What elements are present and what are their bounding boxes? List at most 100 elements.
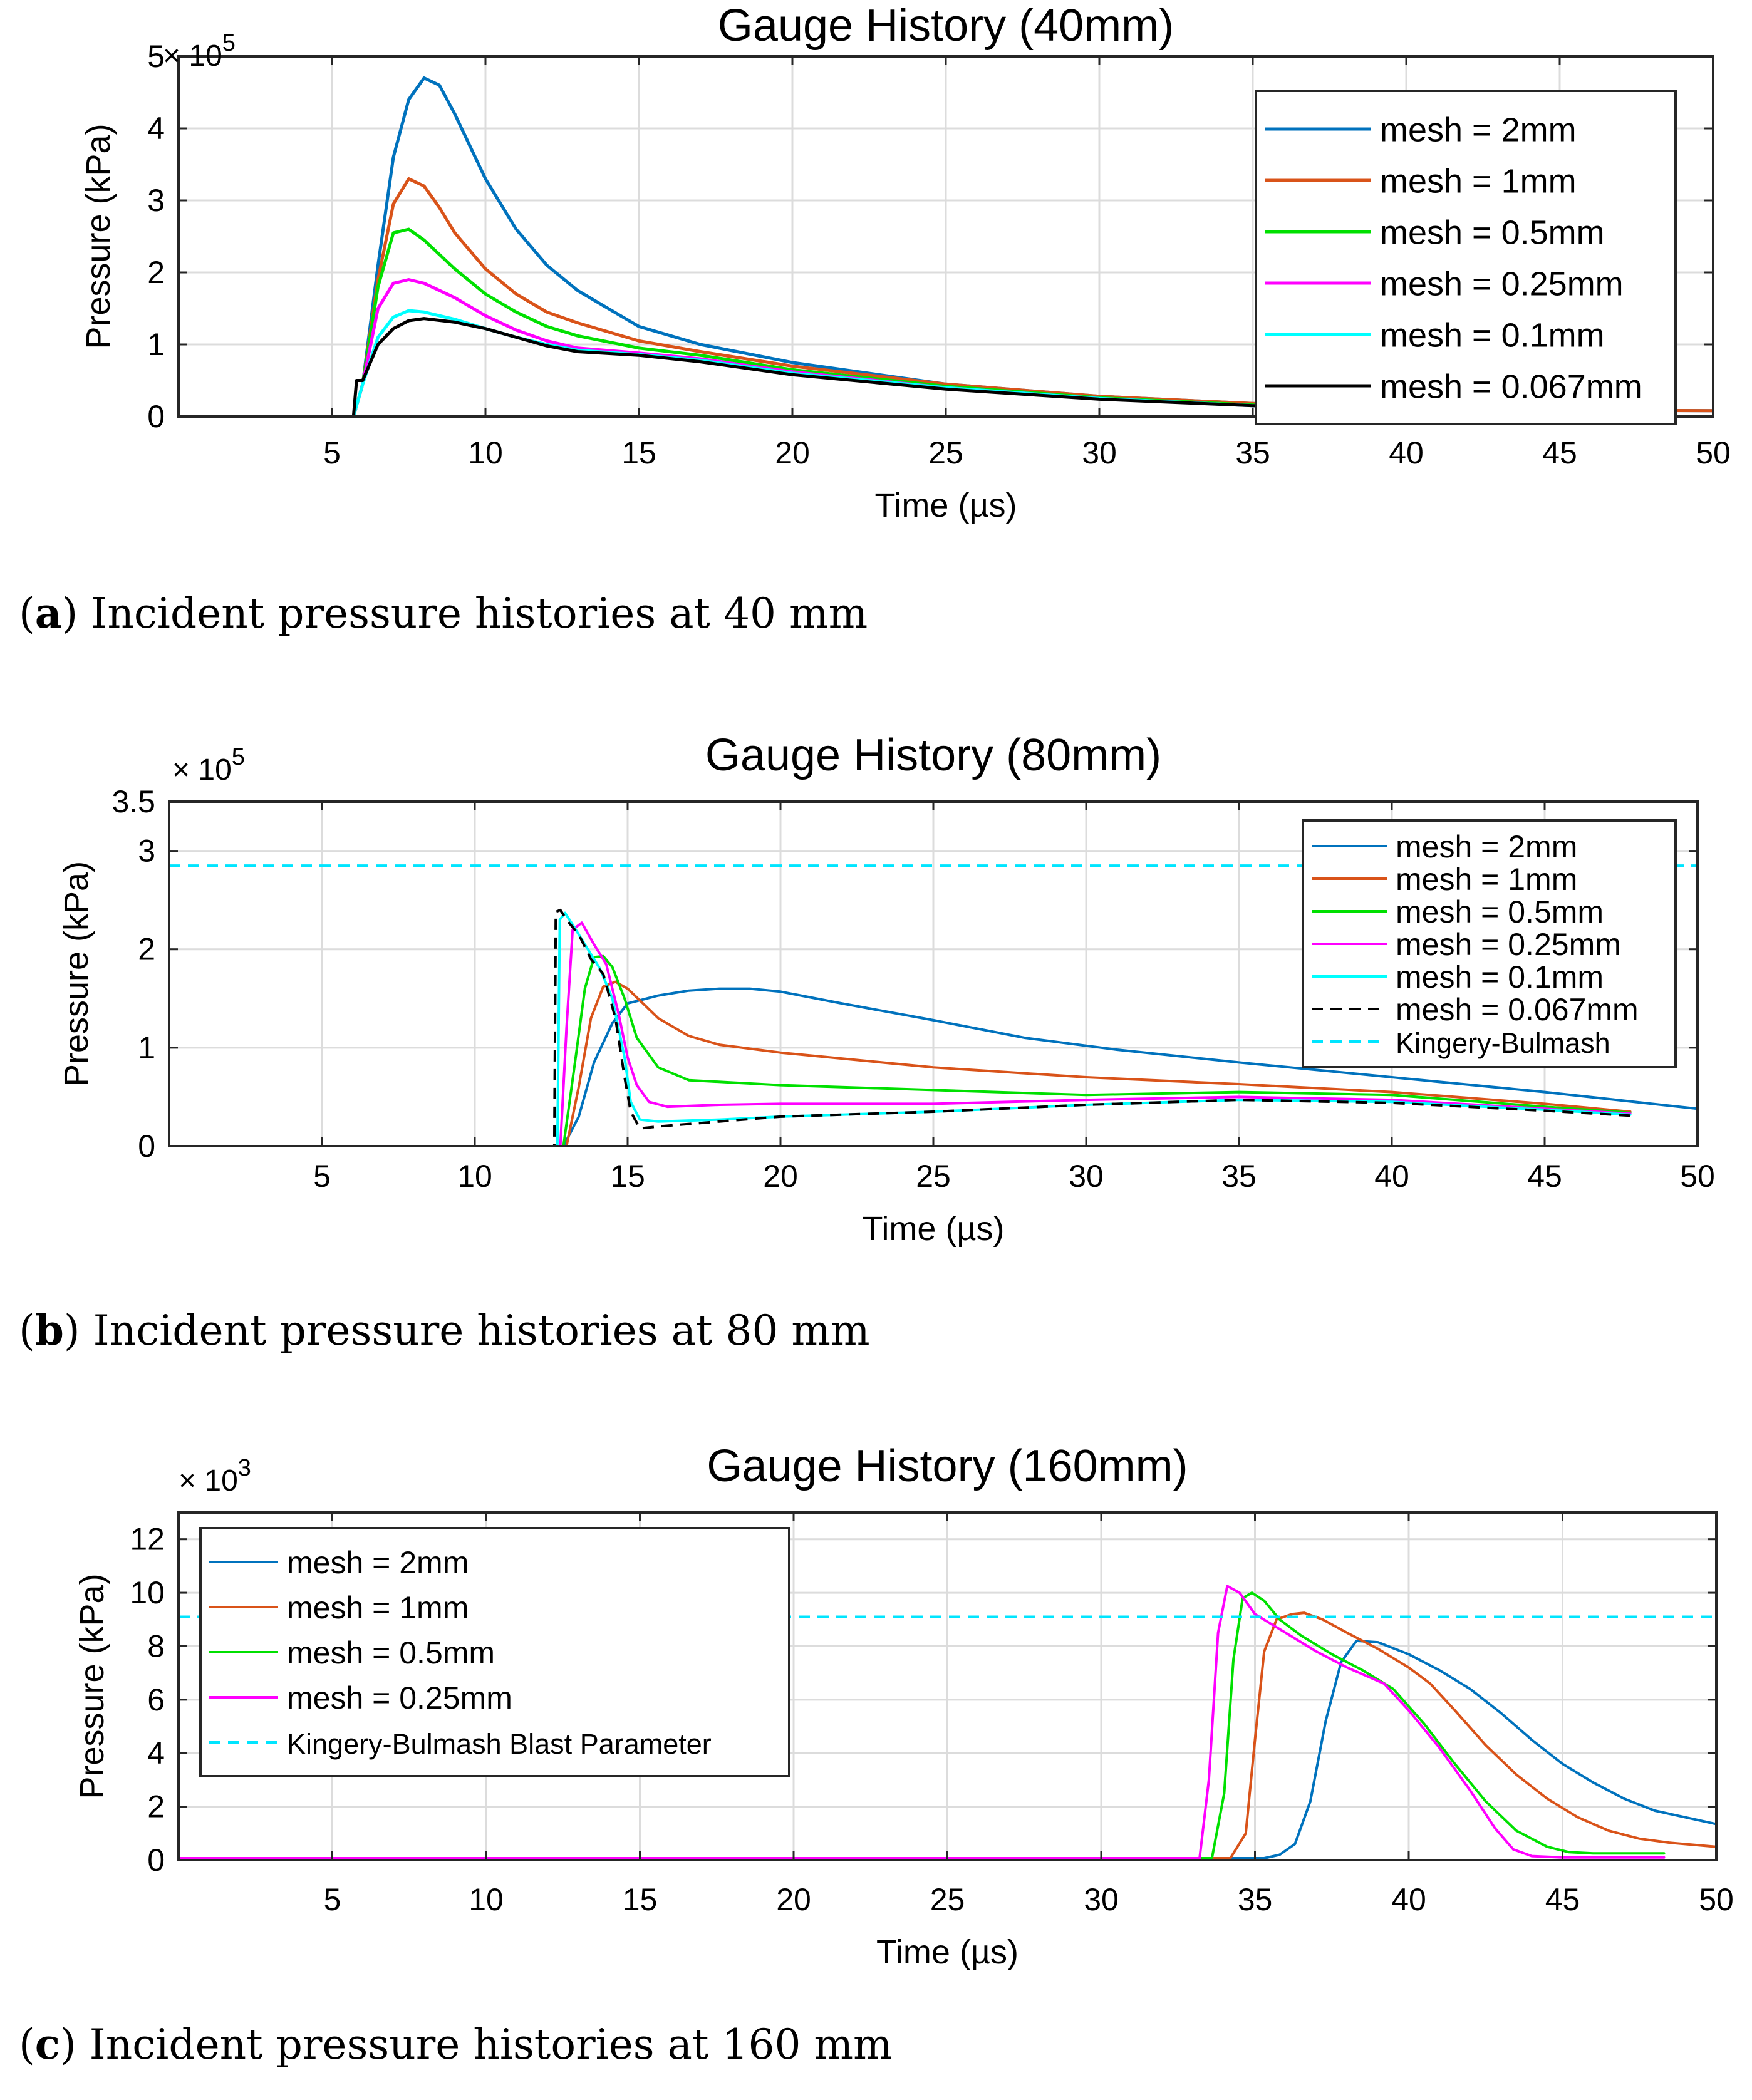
x-tick-label: 15 xyxy=(621,435,656,470)
caption-label: a xyxy=(34,589,62,638)
ticks: 5 10 15 20 25 30 35 40 45 50 0 2 4 6 8 10 12 xyxy=(130,1513,1734,1917)
legend-entry: mesh = 2mm xyxy=(287,1545,469,1580)
legend-entry: Kingery-Bulmash xyxy=(1396,1027,1610,1059)
x-axis-label: Time (µs) xyxy=(874,487,1017,524)
legend-entry: mesh = 0.1mm xyxy=(1396,959,1604,995)
y-tick-label: 10 xyxy=(130,1575,165,1610)
caption-label: b xyxy=(34,1306,64,1355)
y-tick-label: 2 xyxy=(147,1789,165,1824)
x-tick-label: 35 xyxy=(1238,1882,1273,1917)
series-line-mesh-0-5mm xyxy=(179,1591,1666,1859)
legend-entry: mesh = 0.25mm xyxy=(1380,265,1624,303)
legend-entry: Kingery-Bulmash Blast Parameter xyxy=(287,1728,712,1760)
legend-entry: mesh = 0.5mm xyxy=(287,1635,495,1670)
x-tick-label: 20 xyxy=(775,435,810,470)
x-tick-label: 45 xyxy=(1542,435,1577,470)
x-tick-label: 20 xyxy=(763,1159,798,1194)
x-tick-label: 5 xyxy=(313,1159,331,1194)
multiplier-base: × 10 xyxy=(172,753,232,787)
multiplier-exponent: 3 xyxy=(238,1455,251,1481)
y-tick-label: 0 xyxy=(147,1843,165,1878)
y-tick-label: 2 xyxy=(147,255,165,290)
x-axis-label: Time (µs) xyxy=(862,1210,1004,1248)
y-tick-label: 0 xyxy=(138,1129,155,1164)
x-tick-label: 10 xyxy=(457,1159,492,1194)
multiplier-exponent: 5 xyxy=(232,744,245,770)
x-tick-label: 50 xyxy=(1699,1882,1734,1917)
axis-multiplier: × 105 xyxy=(172,744,245,787)
x-tick-label: 40 xyxy=(1389,435,1424,470)
legend-box xyxy=(199,1527,790,1777)
x-tick-label: 25 xyxy=(930,1882,965,1917)
legend-entry: mesh = 0.25mm xyxy=(1396,927,1621,962)
legend-entry: mesh = 0.5mm xyxy=(1380,214,1605,251)
x-tick-label: 35 xyxy=(1235,435,1270,470)
chart-title: Gauge History (80mm) xyxy=(705,730,1161,780)
x-tick-label: 20 xyxy=(776,1882,811,1917)
x-tick-label: 25 xyxy=(916,1159,951,1194)
legend-entry: mesh = 0.5mm xyxy=(1396,894,1604,929)
y-axis-label: Pressure (kPa) xyxy=(80,123,117,349)
legend: mesh = 2mm mesh = 1mm mesh = 0.5mm mesh = 0… xyxy=(1255,90,1677,425)
series-group xyxy=(179,1585,1716,1859)
x-tick-label: 40 xyxy=(1391,1882,1426,1917)
y-tick-label: 5 xyxy=(147,39,165,74)
series-line-mesh-0-067mm xyxy=(179,317,1654,416)
y-tick-label: 3 xyxy=(147,183,165,218)
y-tick-label: 1 xyxy=(138,1030,155,1065)
series-line-mesh-0-5mm xyxy=(169,954,1632,1146)
series-line-mesh-2mm xyxy=(179,1639,1716,1859)
y-tick-label: 8 xyxy=(147,1628,165,1663)
x-tick-label: 50 xyxy=(1680,1159,1715,1194)
x-tick-label: 30 xyxy=(1082,435,1117,470)
legend-entry: mesh = 0.067mm xyxy=(1396,992,1639,1027)
legend-entry: mesh = 2mm xyxy=(1396,829,1577,864)
series-line-mesh-2mm xyxy=(169,987,1698,1146)
x-tick-label: 45 xyxy=(1527,1159,1562,1194)
series-group xyxy=(169,864,1698,1146)
caption-c: (c) Incident pressure histories at 160 m… xyxy=(19,2020,893,2069)
y-tick-label: 6 xyxy=(147,1682,165,1717)
legend-entry: mesh = 0.25mm xyxy=(287,1680,512,1715)
x-tick-label: 40 xyxy=(1374,1159,1409,1194)
series-line-mesh-1mm xyxy=(179,1611,1716,1859)
x-tick-label: 5 xyxy=(323,435,341,470)
x-tick-label: 25 xyxy=(928,435,963,470)
legend-entry: mesh = 2mm xyxy=(1380,111,1577,148)
legend-box xyxy=(1255,90,1677,425)
y-tick-label: 3.5 xyxy=(111,784,155,819)
caption-text: ) Incident pressure histories at 80 mm xyxy=(63,1306,870,1355)
x-tick-label: 15 xyxy=(610,1159,645,1194)
x-tick-label: 30 xyxy=(1069,1159,1104,1194)
x-tick-label: 30 xyxy=(1084,1882,1119,1917)
chart-title: Gauge History (160mm) xyxy=(707,1441,1188,1491)
chart-80mm: Gauge History (80mm)5 10 15 20 25 30 35 40 45 500… xyxy=(58,730,1715,1248)
y-tick-label: 0 xyxy=(147,399,165,434)
axis-multiplier: × 105 xyxy=(163,30,236,73)
series-group xyxy=(179,76,1713,416)
y-axis-label: Pressure (kPa) xyxy=(73,1573,111,1799)
x-tick-label: 10 xyxy=(469,1882,504,1917)
series-line-mesh-0-067mm xyxy=(169,908,1630,1146)
legend-entry: mesh = 1mm xyxy=(1380,162,1577,200)
x-tick-label: 15 xyxy=(623,1882,658,1917)
x-tick-label: 5 xyxy=(324,1882,341,1917)
series-line-mesh-1mm xyxy=(169,980,1632,1146)
caption-b: (b) Incident pressure histories at 80 mm xyxy=(19,1306,870,1355)
y-tick-label: 4 xyxy=(147,1735,165,1771)
y-tick-label: 1 xyxy=(147,327,165,362)
y-axis-label: Pressure (kPa) xyxy=(58,861,95,1087)
legend-entry: mesh = 0.067mm xyxy=(1380,368,1642,405)
multiplier-base: × 10 xyxy=(179,1464,238,1497)
multiplier-base: × 10 xyxy=(163,39,222,73)
legend-entry: mesh = 1mm xyxy=(287,1590,469,1625)
x-tick-label: 45 xyxy=(1545,1882,1580,1917)
chart-160mm: Gauge History (160mm)5 10 15 20 25 30 35 40 45 50… xyxy=(73,1441,1734,1971)
legend: mesh = 2mm mesh = 1mm mesh = 0.5mm mesh = 0… xyxy=(199,1527,790,1777)
x-tick-label: 10 xyxy=(468,435,503,470)
legend-entry: mesh = 1mm xyxy=(1396,862,1577,897)
x-tick-label: 35 xyxy=(1221,1159,1257,1194)
